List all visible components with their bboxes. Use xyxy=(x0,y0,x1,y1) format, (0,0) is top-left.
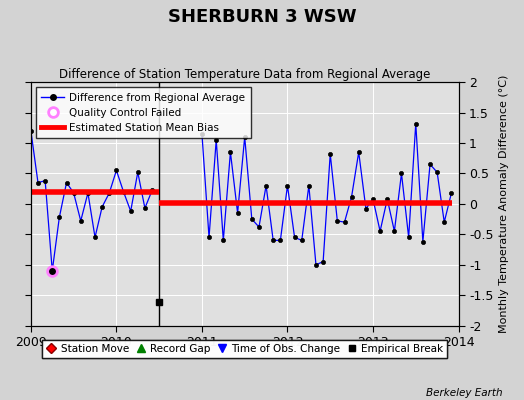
Title: Difference of Station Temperature Data from Regional Average: Difference of Station Temperature Data f… xyxy=(59,68,430,81)
Difference from Regional Average xyxy=(99,204,105,209)
Difference from Regional Average xyxy=(92,235,98,240)
Difference from Regional Average xyxy=(149,188,155,193)
Difference from Regional Average xyxy=(127,209,134,214)
Difference from Regional Average xyxy=(35,180,41,185)
Y-axis label: Monthly Temperature Anomaly Difference (°C): Monthly Temperature Anomaly Difference (… xyxy=(499,75,509,333)
Text: SHERBURN 3 WSW: SHERBURN 3 WSW xyxy=(168,8,356,26)
Difference from Regional Average xyxy=(42,178,48,183)
Difference from Regional Average xyxy=(63,180,70,185)
Difference from Regional Average xyxy=(135,170,141,175)
Difference from Regional Average xyxy=(85,190,91,195)
Estimated Station Mean Bias xyxy=(449,200,455,205)
Legend: Station Move, Record Gap, Time of Obs. Change, Empirical Break: Station Move, Record Gap, Time of Obs. C… xyxy=(42,340,447,358)
Text: Berkeley Earth: Berkeley Earth xyxy=(427,388,503,398)
Difference from Regional Average xyxy=(113,168,119,173)
Difference from Regional Average xyxy=(121,189,127,194)
Estimated Station Mean Bias xyxy=(156,200,162,205)
Difference from Regional Average xyxy=(106,190,113,195)
Difference from Regional Average xyxy=(28,128,34,133)
Difference from Regional Average xyxy=(71,190,77,195)
Difference from Regional Average xyxy=(49,268,56,273)
Difference from Regional Average xyxy=(56,215,62,220)
Line: Difference from Regional Average: Difference from Regional Average xyxy=(29,129,154,273)
Difference from Regional Average xyxy=(78,218,84,223)
Difference from Regional Average xyxy=(142,206,148,210)
